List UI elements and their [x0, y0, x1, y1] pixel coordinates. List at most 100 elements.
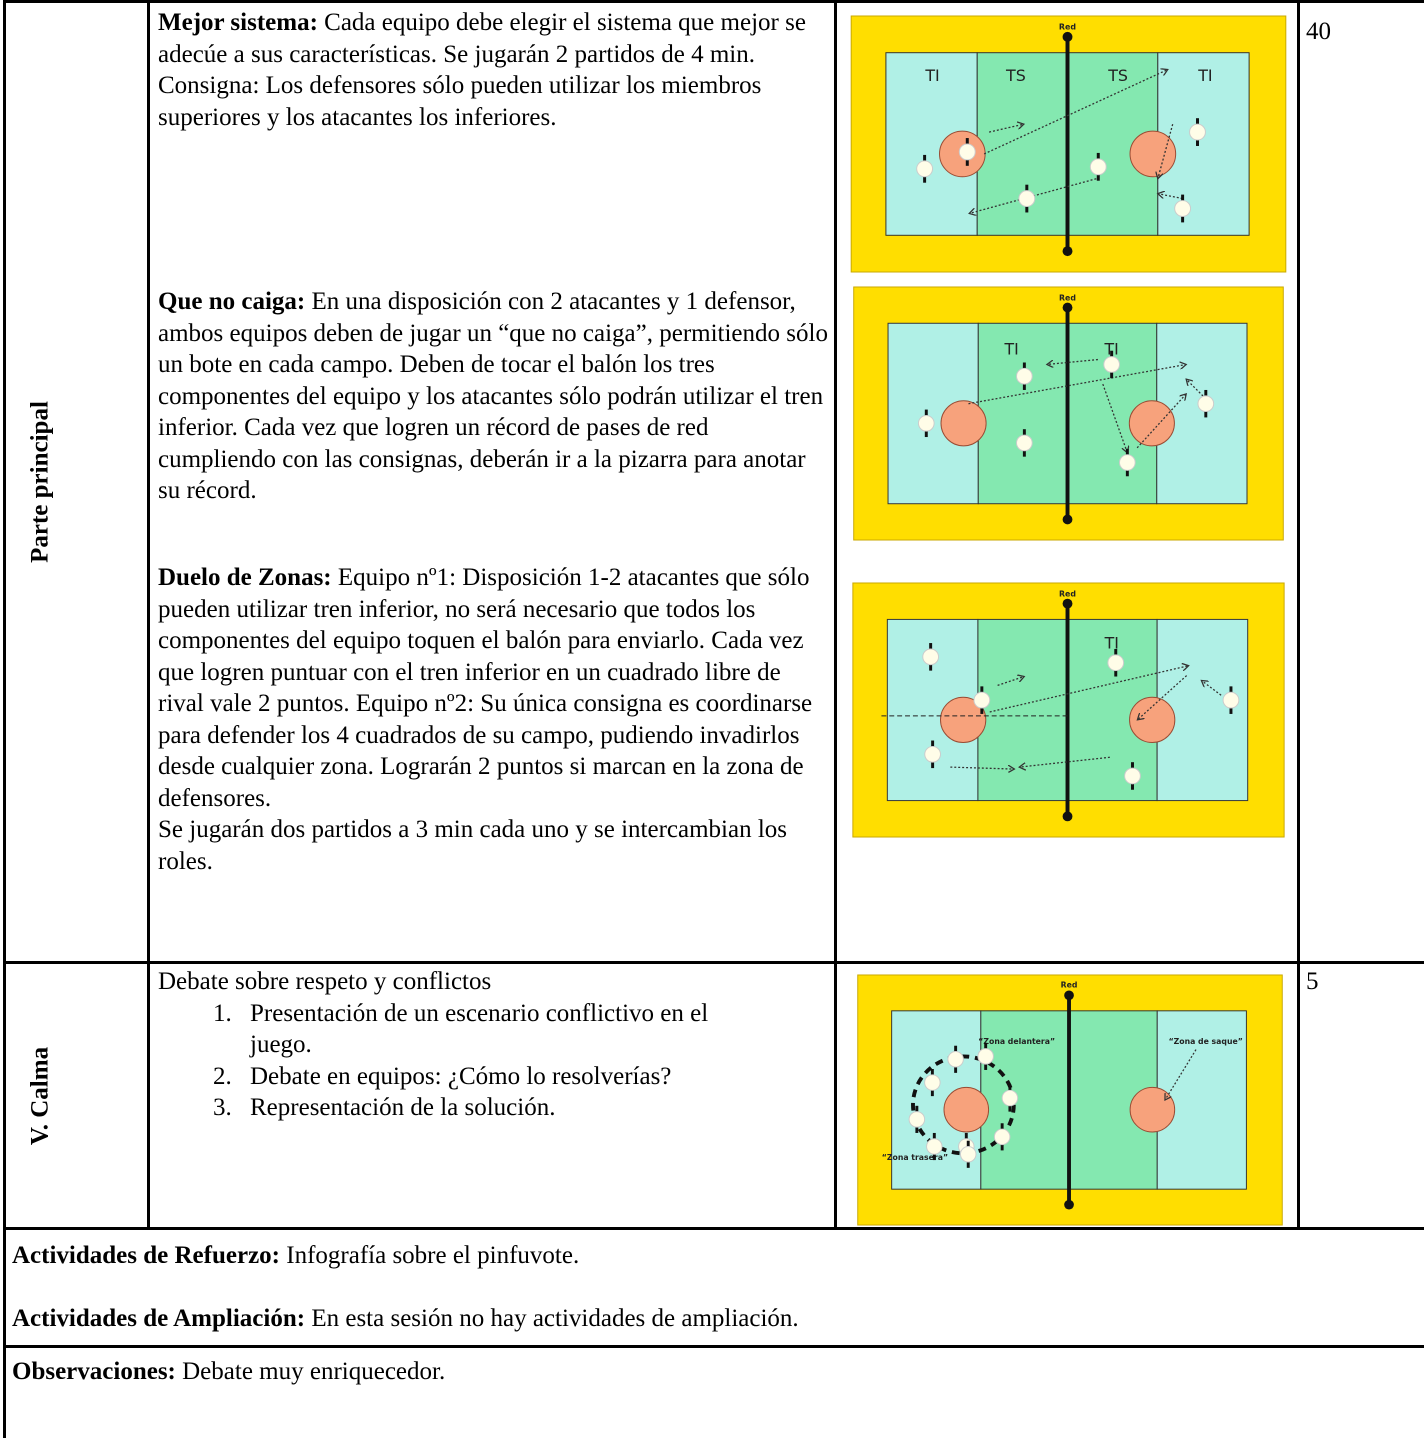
net-post [1062, 514, 1073, 525]
footer-text: Debate muy enriquecedor. [182, 1358, 446, 1385]
activity-text: Cada equipo debe elegir el sistema que m… [158, 9, 806, 131]
arrow [1136, 394, 1186, 449]
player [1124, 767, 1141, 785]
court-label: TI [1104, 634, 1119, 653]
player [977, 1048, 994, 1065]
target [1129, 696, 1176, 743]
steps: Presentación de un escenario conflictivo… [158, 998, 738, 1124]
arrow [997, 677, 1025, 686]
border [3, 0, 1424, 3]
footer-item: Actividades de Refuerzo: Infografía sobr… [12, 1240, 579, 1272]
player [1189, 123, 1206, 141]
activity-title: Duelo de Zonas: [158, 564, 332, 591]
footer-item: Observaciones: Debate muy enriquecedor. [12, 1356, 445, 1388]
court-label: TS [1107, 66, 1128, 85]
arrow [950, 767, 1014, 769]
arrow [968, 364, 1186, 405]
arrow [983, 70, 1168, 155]
court-diagram: Red “Zona delantera” “Zona de saque” “Zona … [857, 974, 1283, 1226]
player [926, 1138, 943, 1155]
border [3, 961, 1424, 964]
border [3, 1345, 1424, 1348]
court-label: Red [1059, 22, 1076, 31]
activity: Duelo de Zonas: Equipo nº1: Disposición … [158, 562, 830, 877]
player [1016, 434, 1033, 452]
target [943, 1086, 990, 1133]
footer-title: Observaciones: [12, 1358, 176, 1385]
target [1129, 130, 1177, 178]
court-diagram: Red TI [852, 582, 1285, 838]
player [947, 1051, 964, 1068]
border [3, 1227, 1424, 1230]
net-post [1064, 1199, 1074, 1210]
player [1174, 200, 1192, 217]
net-post [1062, 246, 1073, 257]
target [940, 696, 987, 743]
player [1103, 356, 1120, 373]
court-label: Red [1059, 589, 1076, 598]
section-label: V. Calma [26, 1046, 54, 1146]
border [147, 0, 150, 1229]
section-label: Parte principal [26, 401, 54, 563]
arrow [1201, 680, 1222, 696]
step: Presentación de un escenario conflictivo… [238, 998, 738, 1061]
player [958, 143, 976, 161]
activity: Mejor sistema: Cada equipo debe elegir e… [158, 7, 830, 133]
player [924, 1074, 941, 1091]
arrow [1019, 756, 1110, 767]
arrow [1158, 194, 1183, 200]
activity-text: Equipo nº1: Disposición 1-2 atacantes qu… [158, 564, 813, 812]
court-label: TI [924, 66, 939, 85]
footer-text: Infografía sobre el pinfuvote. [286, 1242, 580, 1269]
court-label: “Zona trasera” [882, 1153, 948, 1162]
court-label: Red [1059, 293, 1076, 302]
time: 40 [1306, 18, 1331, 45]
arrow [1186, 379, 1207, 400]
border [3, 0, 6, 1438]
court-label: TS [1005, 66, 1026, 85]
footer-title: Actividades de Refuerzo: [12, 1242, 280, 1269]
border [834, 0, 837, 1229]
step: Debate en equipos: ¿Cómo lo resolverías? [238, 1061, 738, 1093]
activity: Que no caiga: En una disposición con 2 a… [158, 286, 830, 507]
target [940, 400, 987, 447]
step: Representación de la solución. [238, 1092, 738, 1124]
activity: Debate sobre respeto y conflictos Presen… [158, 966, 830, 1124]
player [1018, 190, 1036, 208]
court-label: TI [1104, 339, 1119, 358]
arrow [989, 666, 1189, 713]
net-post [1062, 31, 1073, 42]
court-diagram: Red TI TI [853, 286, 1284, 541]
player [993, 1128, 1011, 1146]
footer-title: Actividades de Ampliación: [12, 1305, 306, 1332]
border [1297, 0, 1300, 1229]
target [1128, 400, 1175, 447]
player [1089, 158, 1107, 176]
player [922, 648, 940, 666]
player [1001, 1089, 1019, 1107]
arrow [1137, 675, 1188, 720]
player [973, 691, 991, 709]
target [1129, 1086, 1176, 1133]
player [917, 414, 935, 432]
player [908, 1111, 926, 1128]
court-label: “Zona de saque” [1169, 1037, 1243, 1046]
activity-title: Que no caiga: [158, 288, 306, 315]
court-label: TI [1197, 66, 1212, 85]
net-post [1064, 990, 1074, 1001]
intro: Debate sobre respeto y conflictos [158, 968, 492, 995]
arrow [1158, 123, 1174, 179]
court-label: TI [1004, 339, 1019, 358]
court-label: “Zona delantera” [978, 1037, 1055, 1046]
activity-title: Mejor sistema: [158, 9, 318, 36]
arrow [1047, 358, 1098, 365]
activity-text: En una disposición con 2 atacantes y 1 d… [158, 288, 828, 504]
player [1197, 395, 1215, 413]
player [959, 1146, 977, 1163]
player [1016, 367, 1033, 385]
arrow [1102, 383, 1128, 453]
activity-note: Se jugarán dos partidos a 3 min cada uno… [158, 816, 788, 875]
net-post [1062, 302, 1073, 313]
time: 5 [1306, 968, 1319, 995]
